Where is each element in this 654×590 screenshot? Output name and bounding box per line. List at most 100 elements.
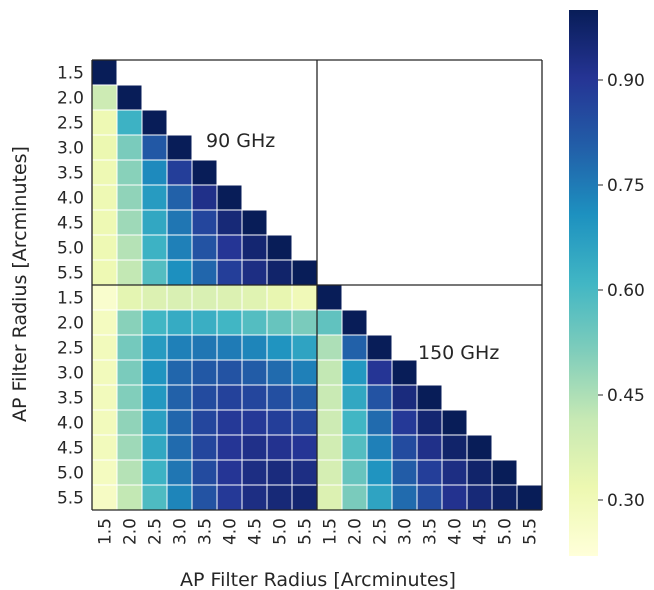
heatmap-cell [141,284,168,311]
heatmap-cell [116,309,143,336]
heatmap-cell [341,459,368,486]
heatmap-cell [241,434,268,461]
y-tick-label: 4.0 [57,189,84,209]
heatmap-cell [341,309,368,336]
y-tick-label: 2.5 [57,114,84,134]
colorbar-tick-label: 0.75 [607,176,645,196]
heatmap-cell [416,384,443,411]
heatmap-cell [166,359,193,386]
heatmap-cell [191,359,218,386]
heatmap-cell [91,234,118,261]
heatmap-cell [366,459,393,486]
heatmap-cell [466,484,493,511]
heatmap-cell [491,484,518,511]
y-tick-labels: 1.5 2.0 2.5 3.0 3.5 4.0 4.5 5.0 5.5 1.5 2.0 2.5 3.0 3… [57,64,84,509]
colorbar-tick-label: 0.60 [607,281,645,301]
colorbar-ticks: 0.30 0.45 0.60 0.75 0.90 [598,71,645,511]
heatmap-cell [91,84,118,111]
heatmap-cell [91,59,118,86]
heatmap-cell [141,359,168,386]
heatmap-cell [441,484,468,511]
heatmap-cell [366,409,393,436]
heatmap-cell [191,434,218,461]
heatmap-cell [191,459,218,486]
heatmap-cell [91,384,118,411]
heatmap-cell [266,334,293,361]
y-tick-label: 4.5 [57,439,84,459]
heatmap-cell [141,384,168,411]
heatmap-cell [241,259,268,286]
heatmap-cell [266,284,293,311]
heatmap-cell [241,209,268,236]
heatmap-cell [116,134,143,161]
heatmap-cell [391,459,418,486]
heatmap-cell [191,384,218,411]
heatmap-cell [141,259,168,286]
x-tick-label: 2.0 [121,518,141,545]
heatmap-cell [441,409,468,436]
heatmap-cell [166,134,193,161]
heatmap-cell [191,184,218,211]
heatmap-cell [166,184,193,211]
heatmap-cell [291,284,318,311]
heatmap-cell [116,434,143,461]
heatmap-cell [316,409,343,436]
heatmap-cell [141,234,168,261]
heatmap-cell [366,334,393,361]
x-tick-label: 1.5 [321,518,341,545]
colorbar-tick-label: 0.90 [607,71,645,91]
heatmap-cell [216,184,243,211]
heatmap-cell [391,434,418,461]
heatmap-cell [466,459,493,486]
heatmap-cell [416,484,443,511]
heatmap-cell [216,484,243,511]
heatmap-cell [266,484,293,511]
x-tick-label: 5.0 [271,518,291,545]
heatmap-cell [91,284,118,311]
x-tick-label: 3.0 [171,518,191,545]
heatmap-cell [91,134,118,161]
heatmap-cell [316,434,343,461]
y-axis-label: AP Filter Radius [Arcminutes] [9,146,31,422]
heatmap-cell [216,309,243,336]
heatmap-cell [316,384,343,411]
heatmap-cell [141,134,168,161]
y-tick-label: 2.0 [57,89,84,109]
y-tick-label: 3.0 [57,364,84,384]
heatmap-cell [266,434,293,461]
heatmap-cell [516,484,543,511]
heatmap-cell [91,109,118,136]
heatmap-cell [291,334,318,361]
heatmap-cell [391,409,418,436]
colorbar [569,10,598,556]
x-axis-label: AP Filter Radius [Arcminutes] [180,569,456,590]
x-tick-labels: 1.5 2.0 2.5 3.0 3.5 4.0 4.5 5.0 5.5 1.5 2.0 2.5 3.0 3… [96,518,541,545]
annotation-90ghz: 90 GHz [206,130,275,152]
heatmap-cell [166,459,193,486]
heatmap-cell [141,109,168,136]
heatmap-cell [241,309,268,336]
y-tick-label: 1.5 [57,64,84,84]
y-tick-label: 3.5 [57,164,84,184]
heatmap-cell [291,359,318,386]
heatmap-cell [241,284,268,311]
heatmap-cell [91,309,118,336]
heatmap-cell [341,359,368,386]
heatmap-cell [241,234,268,261]
heatmap-cell [291,384,318,411]
heatmap-cell [491,459,518,486]
heatmap-cell [91,459,118,486]
heatmap-cell [291,409,318,436]
heatmap-cell [141,209,168,236]
heatmap-cell [316,309,343,336]
heatmap-cell [341,334,368,361]
heatmap-cell [266,359,293,386]
y-tick-label: 5.0 [57,464,84,484]
heatmap-cell [266,409,293,436]
heatmap-cell [216,434,243,461]
heatmap-cell [216,459,243,486]
heatmap-cell [91,259,118,286]
heatmap-cell [116,184,143,211]
heatmap-cell [166,384,193,411]
